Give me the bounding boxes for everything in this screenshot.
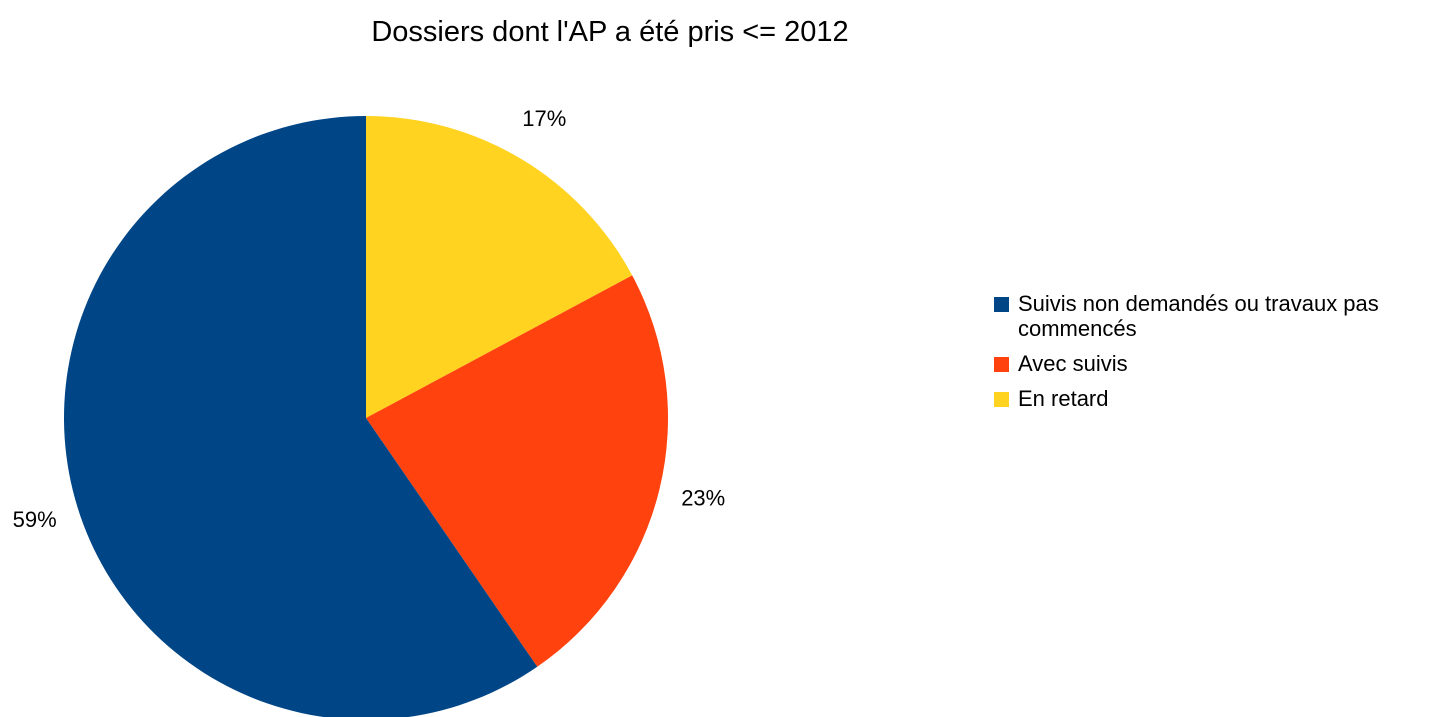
legend-swatch-en-retard [994, 392, 1009, 407]
legend-swatch-suivis-non-demandes [994, 297, 1009, 312]
pie-label-en-retard: 17% [522, 106, 566, 131]
legend: Suivis non demandés ou travaux pas comme… [994, 291, 1452, 421]
legend-item-en-retard: En retard [994, 386, 1452, 411]
legend-item-avec-suivis: Avec suivis [994, 351, 1452, 376]
pie-label-avec-suivis: 23% [681, 486, 725, 511]
pie-slice-suivis-non-demandes [64, 116, 538, 717]
legend-item-suivis-non-demandes: Suivis non demandés ou travaux pas comme… [994, 291, 1452, 341]
pie-slice-avec-suivis [366, 275, 668, 667]
legend-label-en-retard: En retard [1018, 386, 1109, 411]
pie-slice-en-retard [366, 116, 633, 418]
pie-chart: 17% 23% 59% [13, 106, 725, 717]
pie-label-suivis-non-demandes: 59% [13, 507, 57, 532]
legend-label-suivis-non-demandes: Suivis non demandés ou travaux pas comme… [1018, 291, 1379, 341]
legend-swatch-avec-suivis [994, 357, 1009, 372]
chart-title: Dossiers dont l'AP a été pris <= 2012 [371, 16, 849, 48]
legend-label-avec-suivis: Avec suivis [1018, 351, 1128, 376]
